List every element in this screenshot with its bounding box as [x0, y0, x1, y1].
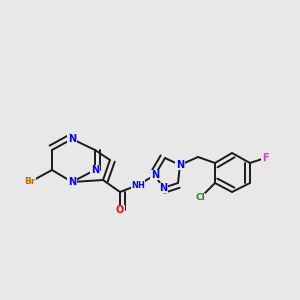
Text: O: O [116, 205, 124, 215]
Text: N: N [176, 160, 184, 170]
Text: N: N [91, 165, 99, 175]
Text: N: N [151, 170, 159, 180]
Text: N: N [68, 134, 76, 144]
Text: NH: NH [131, 181, 145, 190]
Text: F: F [262, 153, 268, 163]
Text: N: N [159, 183, 167, 193]
Text: Br: Br [24, 178, 36, 187]
Text: N: N [68, 177, 76, 187]
Text: Cl: Cl [195, 194, 205, 202]
